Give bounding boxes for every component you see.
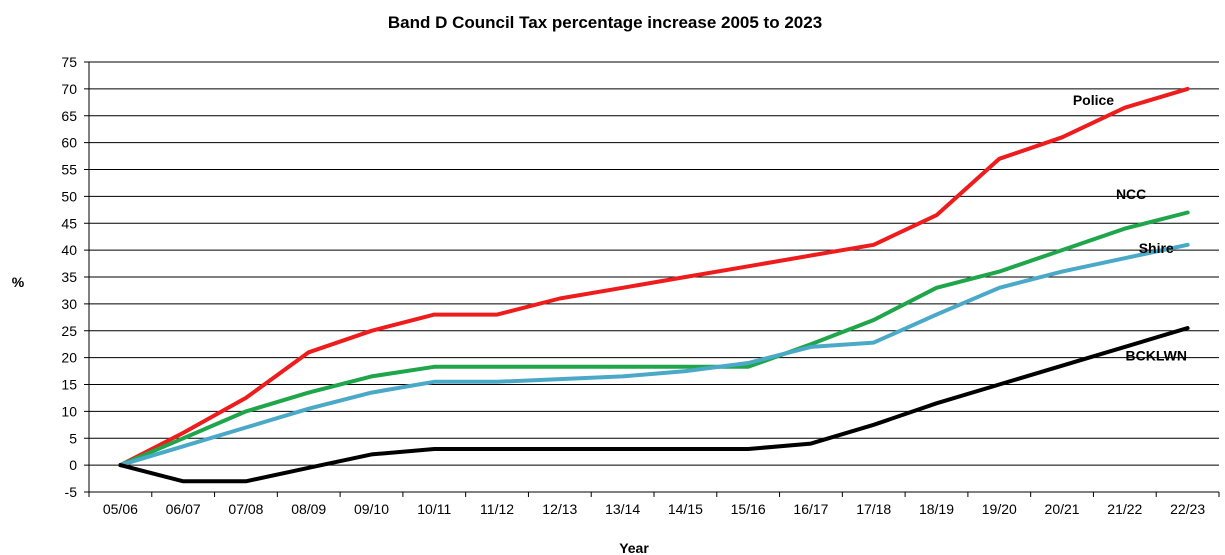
series-line-ncc xyxy=(118,210,1190,468)
y-tick-label: 60 xyxy=(61,135,77,151)
x-tick-label: 20/21 xyxy=(1045,501,1080,517)
series-label-shire: Shire xyxy=(1139,240,1174,256)
series-label-bcklwn: BCKLWN xyxy=(1126,347,1187,363)
x-tick-label: 15/16 xyxy=(731,501,766,517)
y-tick-label: 0 xyxy=(69,457,77,473)
chart-title: Band D Council Tax percentage increase 2… xyxy=(388,13,822,32)
series-line-bcklwn xyxy=(118,326,1190,484)
x-tick-label: 13/14 xyxy=(605,501,640,517)
y-tick-label: 70 xyxy=(61,81,77,97)
y-tick-label: 55 xyxy=(61,162,77,178)
y-tick-label: 20 xyxy=(61,350,77,366)
y-axis: -5 0 5 10 15 20 25 30 35 40 45 50 55 60 65 70 75 xyxy=(61,54,90,500)
y-tick-label: 40 xyxy=(61,242,77,258)
x-tick-label: 19/20 xyxy=(982,501,1017,517)
x-tick-label: 22/23 xyxy=(1170,501,1205,517)
y-tick-label: 75 xyxy=(61,54,77,70)
x-tick-label: 05/06 xyxy=(103,501,138,517)
y-tick-label: 15 xyxy=(61,377,77,393)
y-tick-label: 35 xyxy=(61,269,77,285)
series-line-shire xyxy=(118,242,1190,468)
series-label-police: Police xyxy=(1073,92,1114,108)
x-tick-label: 17/18 xyxy=(856,501,891,517)
y-tick-label: 5 xyxy=(69,430,77,446)
series-line-police xyxy=(118,86,1190,468)
y-tick-label: 50 xyxy=(61,188,77,204)
series-label-ncc: NCC xyxy=(1116,186,1146,202)
x-tick-label: 07/08 xyxy=(228,501,263,517)
y-tick-label: -5 xyxy=(65,484,78,500)
y-tick-label: 45 xyxy=(61,215,77,231)
x-tick-label: 16/17 xyxy=(793,501,828,517)
gridlines xyxy=(89,61,1219,466)
y-axis-label: % xyxy=(12,274,25,290)
y-tick-label: 25 xyxy=(61,323,77,339)
x-axis-label: Year xyxy=(619,540,649,555)
x-tick-label: 12/13 xyxy=(542,501,577,517)
x-tick-label: 08/09 xyxy=(291,501,326,517)
x-tick-label: 09/10 xyxy=(354,501,389,517)
x-axis: 05/06 06/07 07/08 08/09 09/10 10/11 11/12 12/13… xyxy=(88,491,1220,517)
x-tick-label: 11/12 xyxy=(480,501,514,517)
x-tick-label: 06/07 xyxy=(166,501,201,517)
x-tick-label: 10/11 xyxy=(417,501,451,517)
series-lines xyxy=(118,86,1190,484)
y-tick-label: 10 xyxy=(61,403,77,419)
series-labels: Police NCC Shire BCKLWN xyxy=(1073,92,1187,363)
x-tick-label: 18/19 xyxy=(919,501,954,517)
x-tick-label: 14/15 xyxy=(668,501,703,517)
y-tick-label: 65 xyxy=(61,108,77,124)
x-tick-label: 21/22 xyxy=(1107,501,1142,517)
y-tick-label: 30 xyxy=(61,296,77,312)
